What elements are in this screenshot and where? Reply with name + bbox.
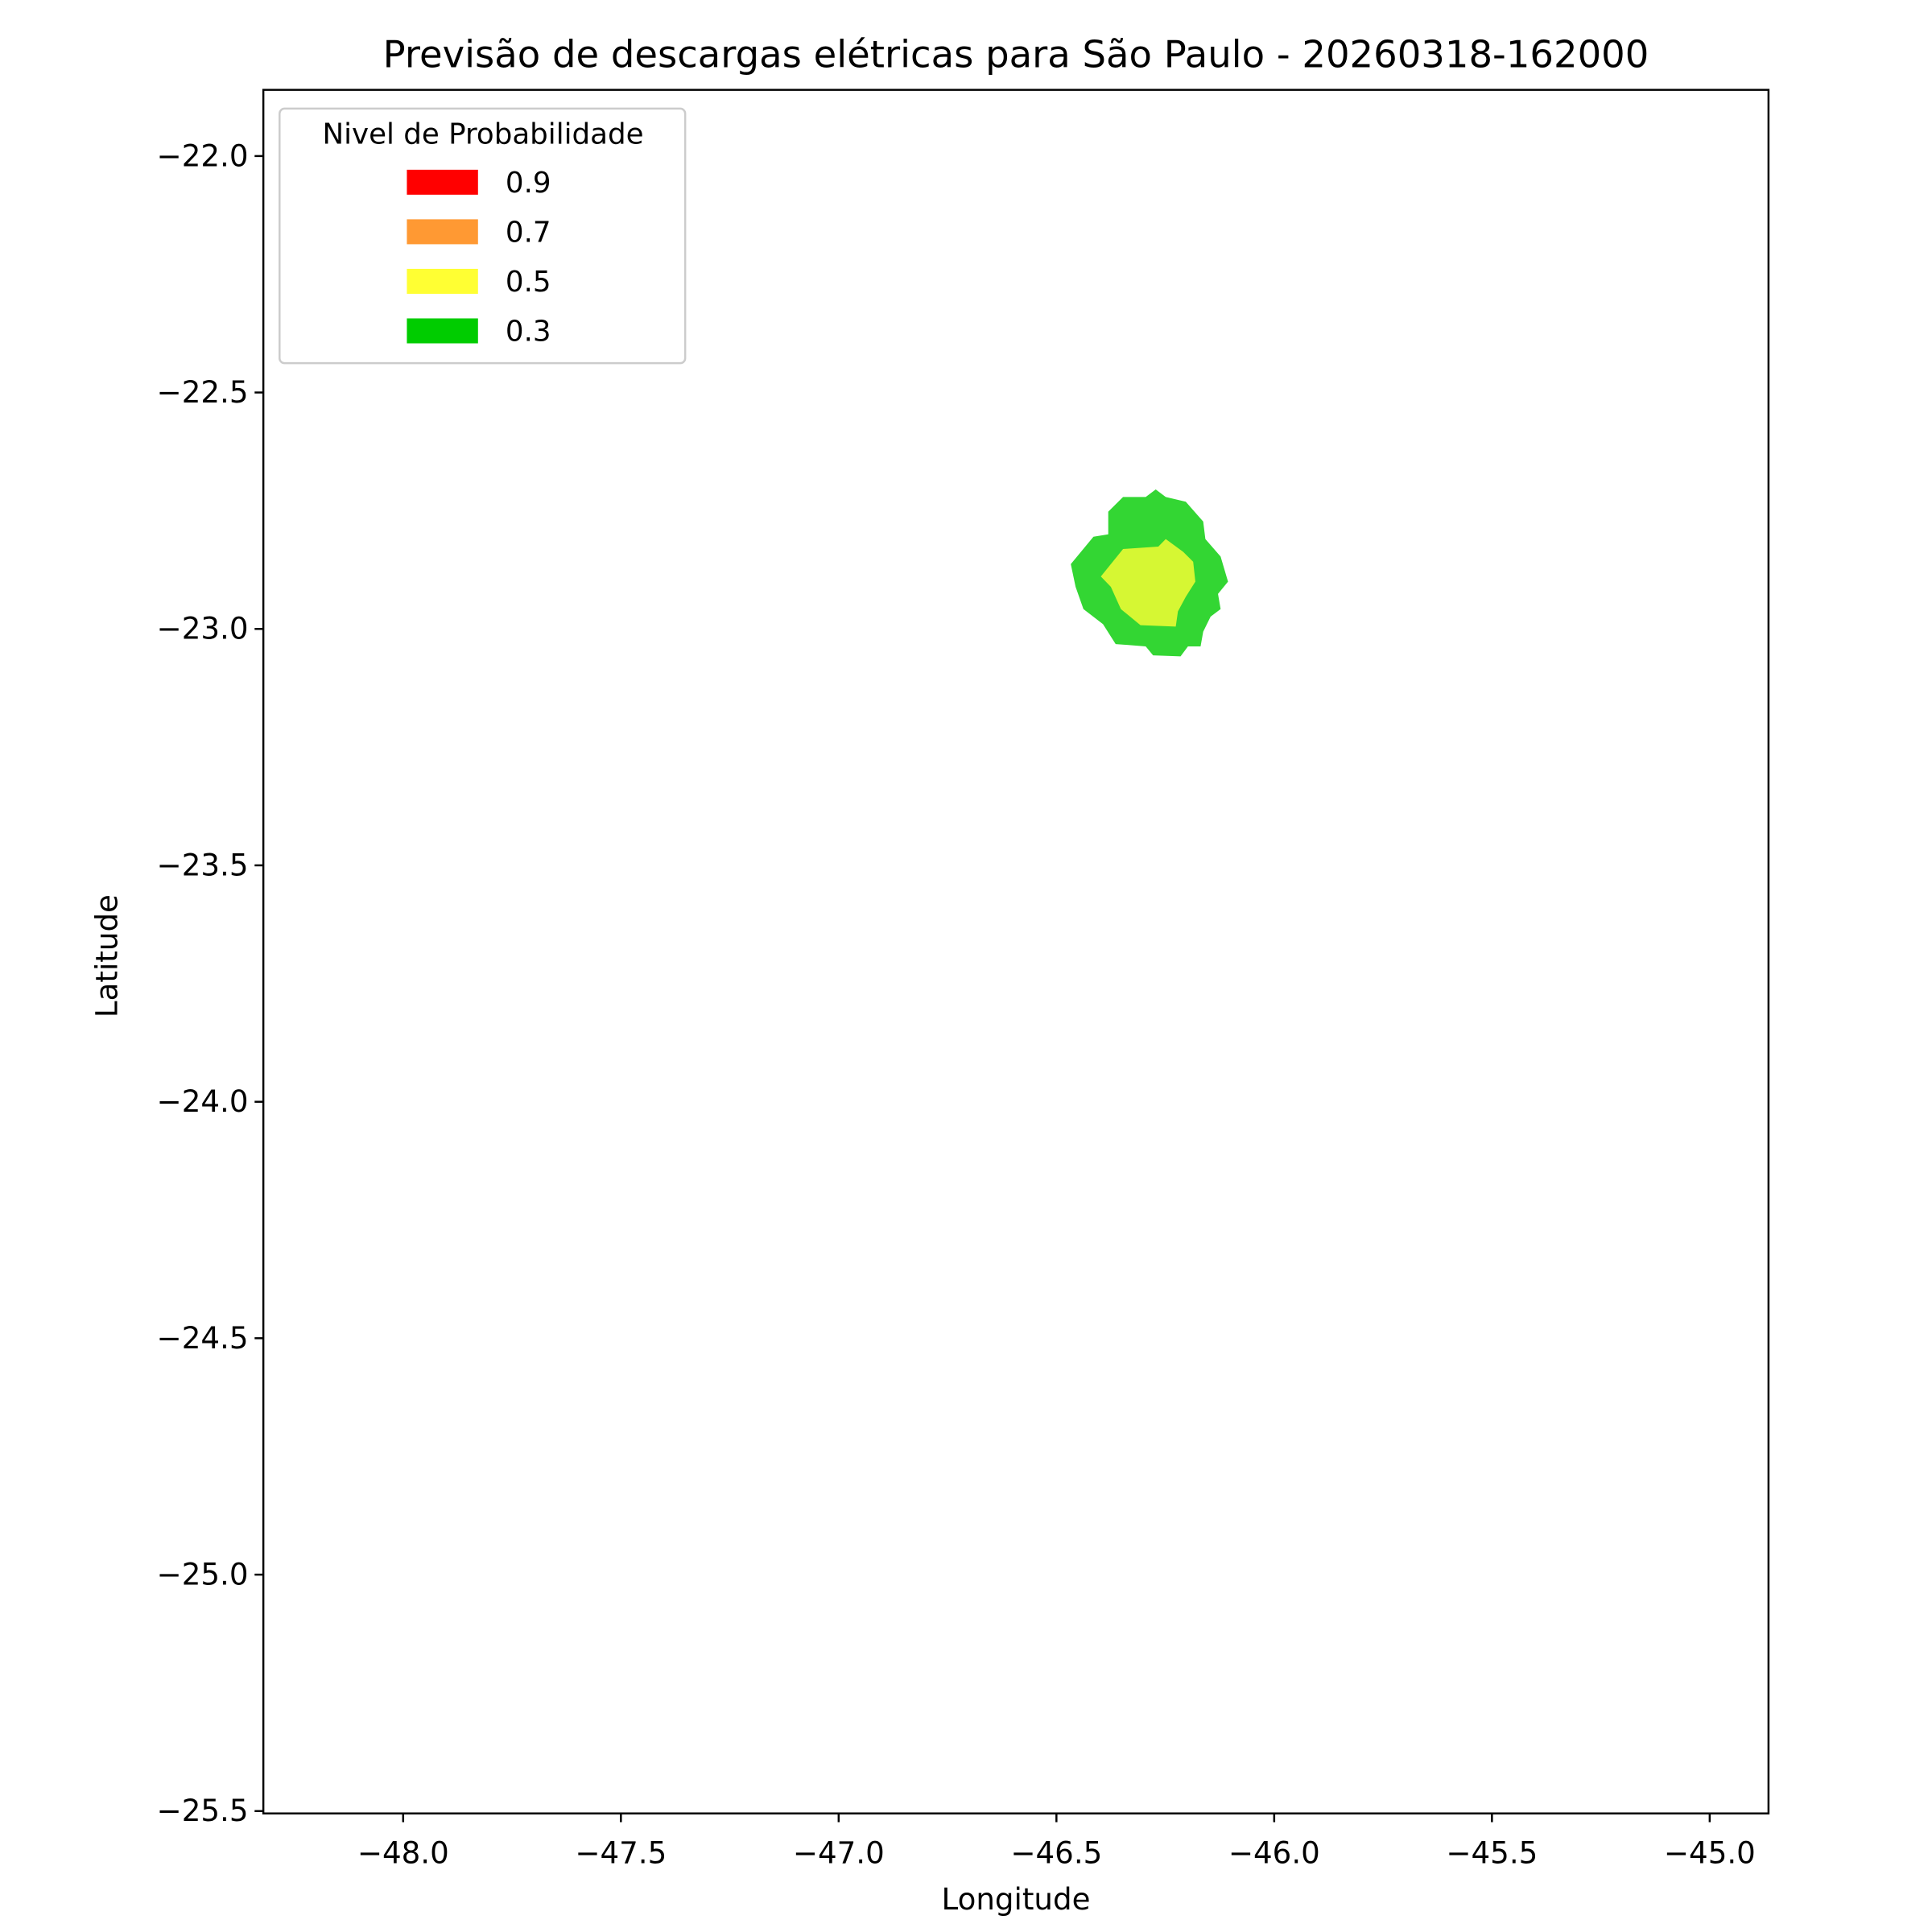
y-axis-label: Latitude — [89, 894, 125, 1018]
x-tick-label: −45.5 — [1446, 1835, 1538, 1871]
y-tick-label: −25.5 — [157, 1793, 249, 1828]
legend-label: 0.7 — [506, 216, 551, 249]
y-tick-label: −25.0 — [157, 1556, 249, 1591]
legend-swatch — [407, 268, 478, 294]
legend: Nivel de Probabilidade 0.9 0.7 0.5 0.3 — [279, 107, 687, 365]
x-tick-label: −46.0 — [1228, 1835, 1320, 1871]
y-tick-label: −22.5 — [157, 374, 249, 410]
x-tick-label: −45.0 — [1664, 1835, 1756, 1871]
x-tick-label: −47.5 — [575, 1835, 667, 1871]
x-axis-label: Longitude — [942, 1881, 1091, 1917]
legend-label: 0.3 — [506, 315, 551, 348]
legend-box — [279, 107, 687, 365]
y-tick-label: −23.0 — [157, 611, 249, 646]
x-tick-label: −47.0 — [793, 1835, 885, 1871]
legend-swatch — [407, 219, 478, 245]
y-tick-label: −24.5 — [157, 1320, 249, 1356]
axes-frame — [262, 89, 1770, 1814]
y-tick-label: −24.0 — [157, 1084, 249, 1119]
legend-swatch — [407, 169, 478, 195]
probability-region — [1100, 539, 1195, 627]
y-tick-label: −23.5 — [157, 847, 249, 882]
legend-swatch — [407, 318, 478, 344]
y-tick-label: −22.0 — [157, 138, 249, 173]
chart-title: Previsão de descargas elétricas para São… — [383, 33, 1649, 76]
legend-label: 0.9 — [506, 167, 551, 200]
plot-area — [1071, 489, 1228, 657]
x-tick-label: −46.5 — [1010, 1835, 1102, 1871]
legend-label: 0.5 — [506, 266, 551, 299]
x-tick-label: −48.0 — [357, 1835, 449, 1871]
legend-title: Nivel de Probabilidade — [322, 118, 643, 151]
